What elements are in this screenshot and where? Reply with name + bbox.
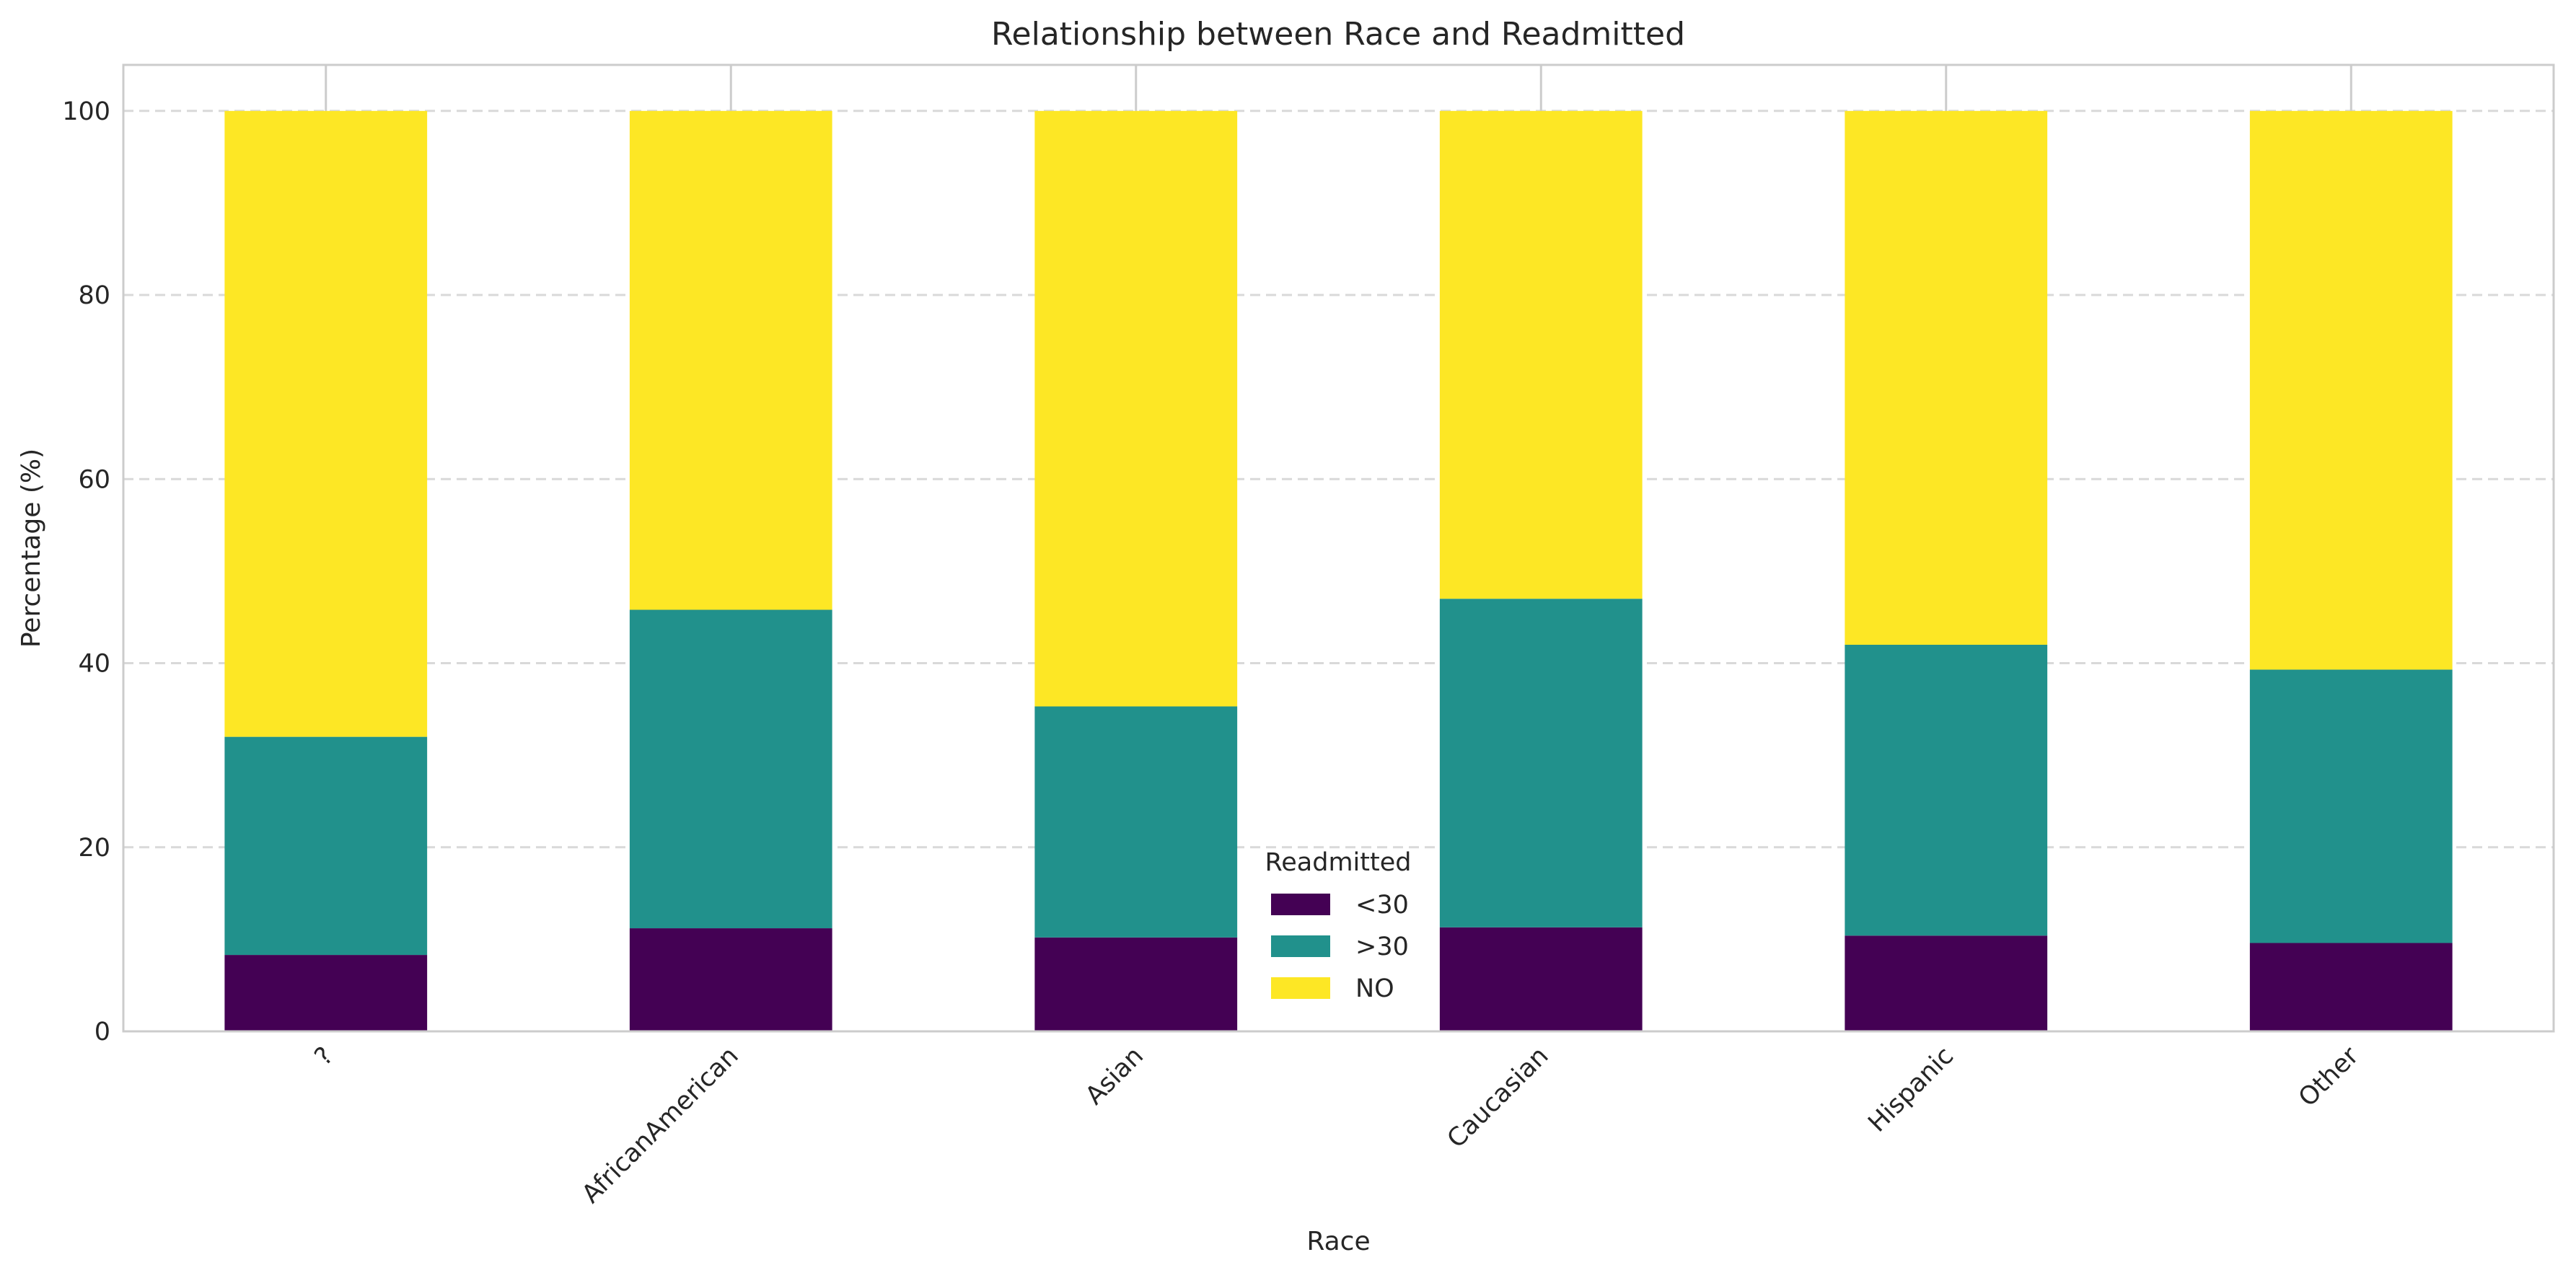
bar-segment [2249,669,2453,943]
bar-segment [2249,943,2453,1031]
grid-lines [123,65,2554,849]
y-tick-label: 20 [78,834,110,863]
x-axis-label: Race [1306,1227,1370,1256]
bar-segment [1439,927,1643,1031]
legend-swatch [1271,977,1330,999]
x-tick-label: AfricanAmerican [576,1041,744,1209]
legend: Readmitted <30 >30 NO [1265,848,1412,1003]
y-tick-label: 80 [78,281,110,310]
bar-segment [2249,110,2453,670]
bar-segment [1439,110,1643,599]
bar-segment [224,955,428,1031]
bar-segment [1034,937,1238,1031]
legend-title: Readmitted [1265,848,1412,877]
bar-segment [1845,110,2048,645]
bar-segment [1439,599,1643,927]
legend-label: <30 [1355,891,1409,920]
bars [224,110,2453,1031]
legend-label: NO [1355,974,1394,1003]
bar-segment [1845,645,2048,936]
bar-segment [224,110,428,737]
x-tick-label: ? [309,1041,339,1071]
bar-segment [1034,110,1238,707]
x-tick-label: Hispanic [1863,1041,1959,1138]
chart-title: Relationship between Race and Readmitted [991,16,1685,53]
x-tick-label: Asian [1080,1041,1149,1111]
bar-segment [629,928,832,1031]
legend-swatch [1271,935,1330,957]
legend-label: >30 [1355,933,1409,961]
plot-frame [122,63,2555,1033]
y-tick-label: 0 [94,1018,110,1046]
bar-segment [629,609,832,929]
bar-segment [1845,935,2048,1031]
y-axis-label: Percentage (%) [17,449,46,648]
bar-segment [629,110,832,610]
x-tick-label: Caucasian [1442,1041,1555,1154]
bar-segment [1034,706,1238,938]
bar-segment [224,736,428,956]
y-tick-label: 100 [62,97,110,126]
legend-swatch [1271,894,1330,915]
y-tick-label: 60 [78,465,110,494]
y-tick-label: 40 [78,650,110,679]
x-tick-label: Other [2293,1041,2365,1113]
